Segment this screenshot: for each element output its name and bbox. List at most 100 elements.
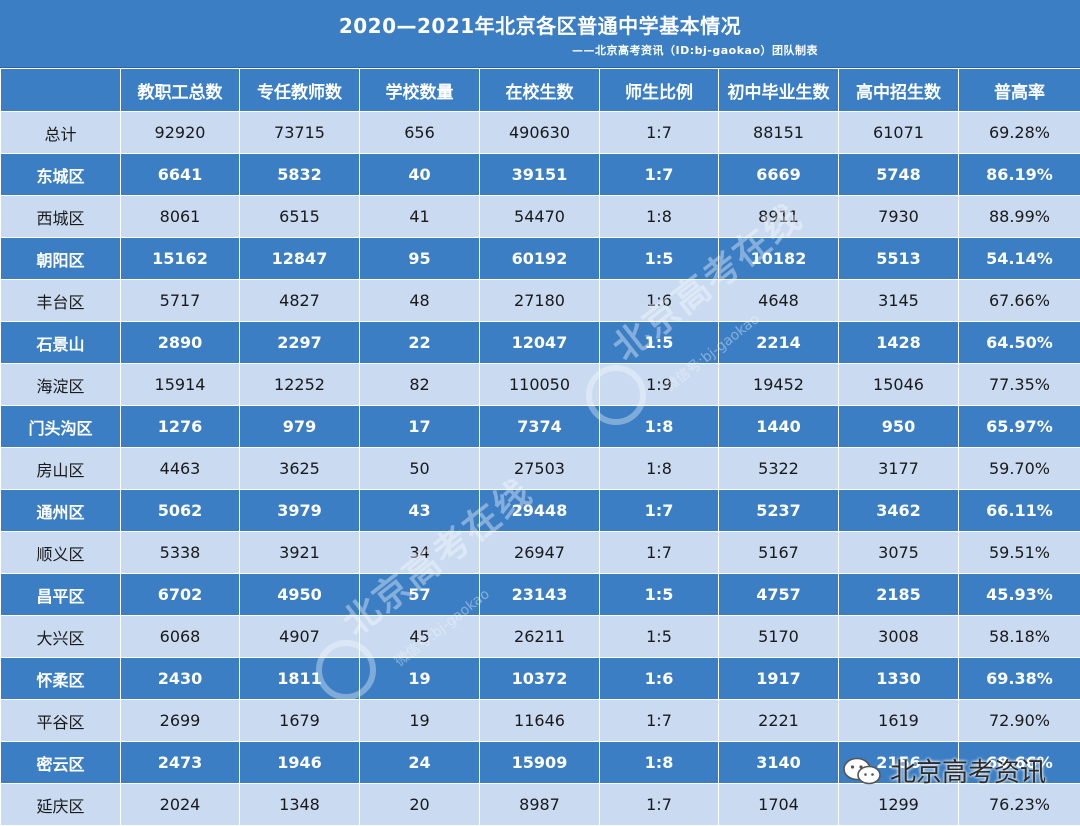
data-cell: 1:7 bbox=[600, 532, 719, 574]
data-cell: 59.70% bbox=[959, 448, 1080, 490]
data-cell: 1946 bbox=[240, 742, 360, 784]
data-cell: 2699 bbox=[121, 700, 240, 742]
data-cell: 19 bbox=[360, 700, 480, 742]
district-cell: 总计 bbox=[1, 112, 121, 154]
district-cell: 房山区 bbox=[1, 448, 121, 490]
data-cell: 5717 bbox=[121, 280, 240, 322]
data-cell: 3075 bbox=[839, 532, 959, 574]
data-cell: 15909 bbox=[480, 742, 600, 784]
data-cell: 24 bbox=[360, 742, 480, 784]
district-cell: 顺义区 bbox=[1, 532, 121, 574]
data-cell: 64.50% bbox=[959, 322, 1080, 364]
data-cell: 67.66% bbox=[959, 280, 1080, 322]
column-header bbox=[1, 69, 121, 112]
data-cell: 15914 bbox=[121, 364, 240, 406]
data-cell: 5513 bbox=[839, 238, 959, 280]
district-cell: 延庆区 bbox=[1, 784, 121, 826]
data-cell: 1619 bbox=[839, 700, 959, 742]
data-cell: 6641 bbox=[121, 154, 240, 196]
data-cell: 82 bbox=[360, 364, 480, 406]
data-cell: 2890 bbox=[121, 322, 240, 364]
data-cell: 2024 bbox=[121, 784, 240, 826]
district-cell: 通州区 bbox=[1, 490, 121, 532]
data-cell: 19452 bbox=[719, 364, 839, 406]
data-cell: 4648 bbox=[719, 280, 839, 322]
data-cell: 4827 bbox=[240, 280, 360, 322]
data-cell: 2473 bbox=[121, 742, 240, 784]
data-cell: 1440 bbox=[719, 406, 839, 448]
data-cell: 1428 bbox=[839, 322, 959, 364]
data-cell: 110050 bbox=[480, 364, 600, 406]
data-cell: 54.14% bbox=[959, 238, 1080, 280]
data-cell: 6702 bbox=[121, 574, 240, 616]
data-cell: 58.18% bbox=[959, 616, 1080, 658]
data-cell: 6515 bbox=[240, 196, 360, 238]
data-cell: 40 bbox=[360, 154, 480, 196]
data-cell: 3008 bbox=[839, 616, 959, 658]
data-cell: 6068 bbox=[121, 616, 240, 658]
data-cell: 39151 bbox=[480, 154, 600, 196]
data-cell: 60192 bbox=[480, 238, 600, 280]
district-cell: 怀柔区 bbox=[1, 658, 121, 700]
data-cell: 1:5 bbox=[600, 574, 719, 616]
data-cell: 61071 bbox=[839, 112, 959, 154]
data-cell: 979 bbox=[240, 406, 360, 448]
data-cell: 45.93% bbox=[959, 574, 1080, 616]
data-cell: 1:8 bbox=[600, 448, 719, 490]
data-cell: 3462 bbox=[839, 490, 959, 532]
data-cell: 45 bbox=[360, 616, 480, 658]
district-cell: 石景山 bbox=[1, 322, 121, 364]
data-cell: 5062 bbox=[121, 490, 240, 532]
column-header: 专任教师数 bbox=[240, 69, 360, 112]
data-cell: 1:5 bbox=[600, 238, 719, 280]
data-cell: 27503 bbox=[480, 448, 600, 490]
data-cell: 17 bbox=[360, 406, 480, 448]
data-cell: 3177 bbox=[839, 448, 959, 490]
data-cell: 66.11% bbox=[959, 490, 1080, 532]
brand-name: 北京高考资讯 bbox=[890, 752, 1046, 789]
column-header: 普高率 bbox=[959, 69, 1080, 112]
data-cell: 1:8 bbox=[600, 742, 719, 784]
header-row: 教职工总数 专任教师数 学校数量 在校生数 师生比例 初中毕业生数 高中招生数 … bbox=[1, 69, 1080, 112]
data-cell: 26947 bbox=[480, 532, 600, 574]
data-cell: 95 bbox=[360, 238, 480, 280]
data-cell: 4950 bbox=[240, 574, 360, 616]
data-cell: 1299 bbox=[839, 784, 959, 826]
data-cell: 1:5 bbox=[600, 616, 719, 658]
data-cell: 1:7 bbox=[600, 784, 719, 826]
data-cell: 5832 bbox=[240, 154, 360, 196]
data-cell: 5170 bbox=[719, 616, 839, 658]
data-cell: 1:6 bbox=[600, 658, 719, 700]
data-cell: 3145 bbox=[839, 280, 959, 322]
data-cell: 77.35% bbox=[959, 364, 1080, 406]
data-cell: 92920 bbox=[121, 112, 240, 154]
data-cell: 5167 bbox=[719, 532, 839, 574]
data-cell: 1679 bbox=[240, 700, 360, 742]
data-cell: 15162 bbox=[121, 238, 240, 280]
district-cell: 密云区 bbox=[1, 742, 121, 784]
data-cell: 41 bbox=[360, 196, 480, 238]
data-cell: 27180 bbox=[480, 280, 600, 322]
data-cell: 1811 bbox=[240, 658, 360, 700]
district-cell: 西城区 bbox=[1, 196, 121, 238]
data-cell: 2185 bbox=[839, 574, 959, 616]
title-bar: 2020—2021年北京各区普通中学基本情况 ——北京高考资讯（ID:bj-ga… bbox=[0, 0, 1080, 69]
column-header: 在校生数 bbox=[480, 69, 600, 112]
data-cell: 1:6 bbox=[600, 280, 719, 322]
data-cell: 86.19% bbox=[959, 154, 1080, 196]
district-cell: 海淀区 bbox=[1, 364, 121, 406]
data-cell: 50 bbox=[360, 448, 480, 490]
